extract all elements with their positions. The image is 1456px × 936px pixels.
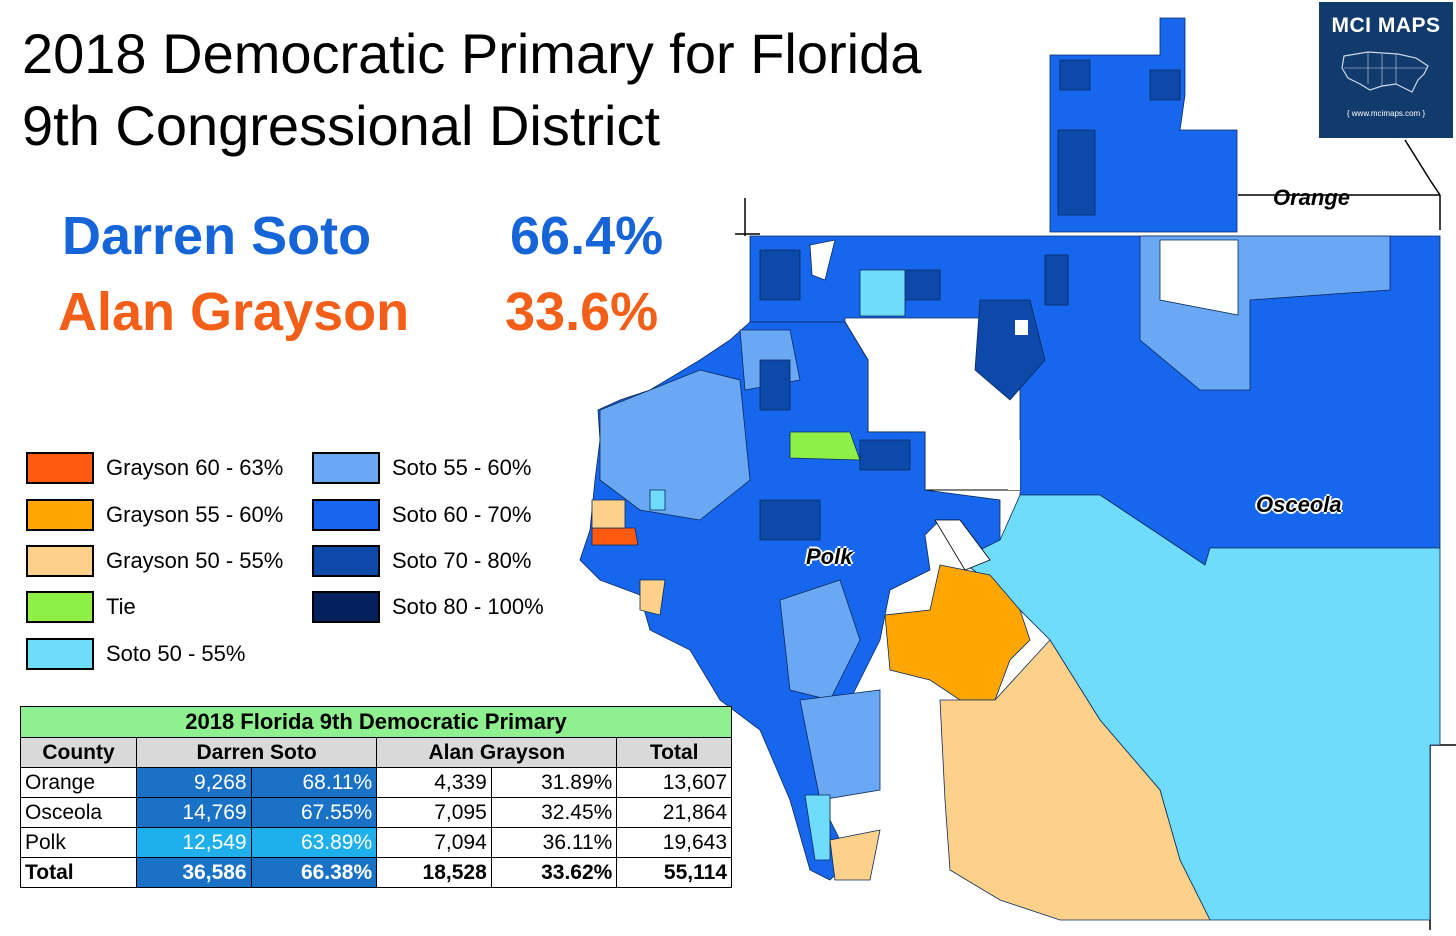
table-caption: 2018 Florida 9th Democratic Primary [20,706,732,738]
table-total-row: Total 36,586 66.38% 18,528 33.62% 55,114 [20,857,732,888]
header-total: Total [616,737,732,768]
legend-swatch [26,591,94,623]
total-cell: 19,643 [616,827,732,858]
logo-title: MCI MAPS [1331,14,1441,37]
legend-item: Soto 55 - 60% [312,451,531,485]
legend-item: Soto 70 - 80% [312,544,531,578]
soto-pct-cell: 67.55% [250,797,378,828]
total-cell: 21,864 [616,797,732,828]
soto-name: Darren Soto [62,206,372,266]
results-table: 2018 Florida 9th Democratic Primary Coun… [20,706,732,888]
header-county: County [20,737,137,768]
legend-item: Soto 50 - 55% [26,637,245,671]
county-cell: Total [20,857,137,888]
soto-pct-cell: 66.38% [250,857,378,888]
soto-votes-cell: 36,586 [136,857,252,888]
legend-item: Tie [26,590,136,624]
legend-label: Soto 80 - 100% [392,594,544,619]
grayson-votes-cell: 7,095 [376,797,492,828]
total-cell: 13,607 [616,767,732,798]
legend-item: Soto 80 - 100% [312,590,544,624]
map-title-line-1: 2018 Democratic Primary for Florida [22,22,922,85]
grayson-pct-cell: 33.62% [490,857,618,888]
legend-swatch [26,452,94,484]
map-title-line-2: 9th Congressional District [22,94,661,157]
legend-swatch [312,591,380,623]
soto-pct-cell: 68.11% [250,767,378,798]
legend-swatch [26,638,94,670]
legend-label: Tie [106,594,136,619]
soto-pct-cell: 63.89% [250,827,378,858]
grayson-votes-cell: 4,339 [376,767,492,798]
mci-maps-logo: MCI MAPS { www.mcimaps.com } [1319,2,1453,138]
us-map-icon [1341,51,1429,93]
legend-item: Grayson 55 - 60% [26,498,283,532]
legend-item: Soto 60 - 70% [312,498,531,532]
orange-north-region [1049,17,1238,233]
table-row: Osceola 14,769 67.55% 7,095 32.45% 21,86… [20,797,732,828]
legend-swatch [312,545,380,577]
county-cell: Osceola [20,797,137,828]
grayson-pct-cell: 32.45% [490,797,618,828]
legend-swatch [312,499,380,531]
legend-swatch [26,545,94,577]
header-soto: Darren Soto [135,737,378,768]
grayson-name: Alan Grayson [58,282,410,342]
header-grayson: Alan Grayson [376,737,618,768]
total-cell: 55,114 [616,857,732,888]
grayson-votes-cell: 7,094 [376,827,492,858]
legend-label: Grayson 60 - 63% [106,455,284,480]
soto-votes-cell: 12,549 [136,827,252,858]
grayson-pct: 33.6% [505,282,659,342]
legend-label: Soto 55 - 60% [392,455,532,480]
county-label-orange: Orange [1273,185,1351,210]
polk-region [579,321,1001,881]
grayson-region [884,564,1211,921]
legend-label: Soto 50 - 55% [106,641,246,666]
legend-swatch [26,499,94,531]
legend-item: Grayson 50 - 55% [26,544,283,578]
logo-url: { www.mcimaps.com } [1346,109,1426,118]
table-row: Polk 12,549 63.89% 7,094 36.11% 19,643 [20,827,732,858]
osceola-region [749,235,1441,566]
legend-item: Grayson 60 - 63% [26,451,283,485]
legend-label: Soto 70 - 80% [392,548,532,573]
county-label-polk: Polk [806,544,853,569]
legend-label: Grayson 55 - 60% [106,502,284,527]
table-row: Orange 9,268 68.11% 4,339 31.89% 13,607 [20,767,732,798]
county-cell: Orange [20,767,137,798]
legend-label: Soto 60 - 70% [392,502,532,527]
grayson-votes-cell: 18,528 [376,857,492,888]
grayson-pct-cell: 36.11% [490,827,618,858]
county-label-osceola: Osceola [1256,492,1342,517]
grayson-pct-cell: 31.89% [490,767,618,798]
legend-label: Grayson 50 - 55% [106,548,284,573]
county-cell: Polk [20,827,137,858]
legend-swatch [312,452,380,484]
soto-votes-cell: 14,769 [136,797,252,828]
soto-pct: 66.4% [510,206,664,266]
soto-votes-cell: 9,268 [136,767,252,798]
